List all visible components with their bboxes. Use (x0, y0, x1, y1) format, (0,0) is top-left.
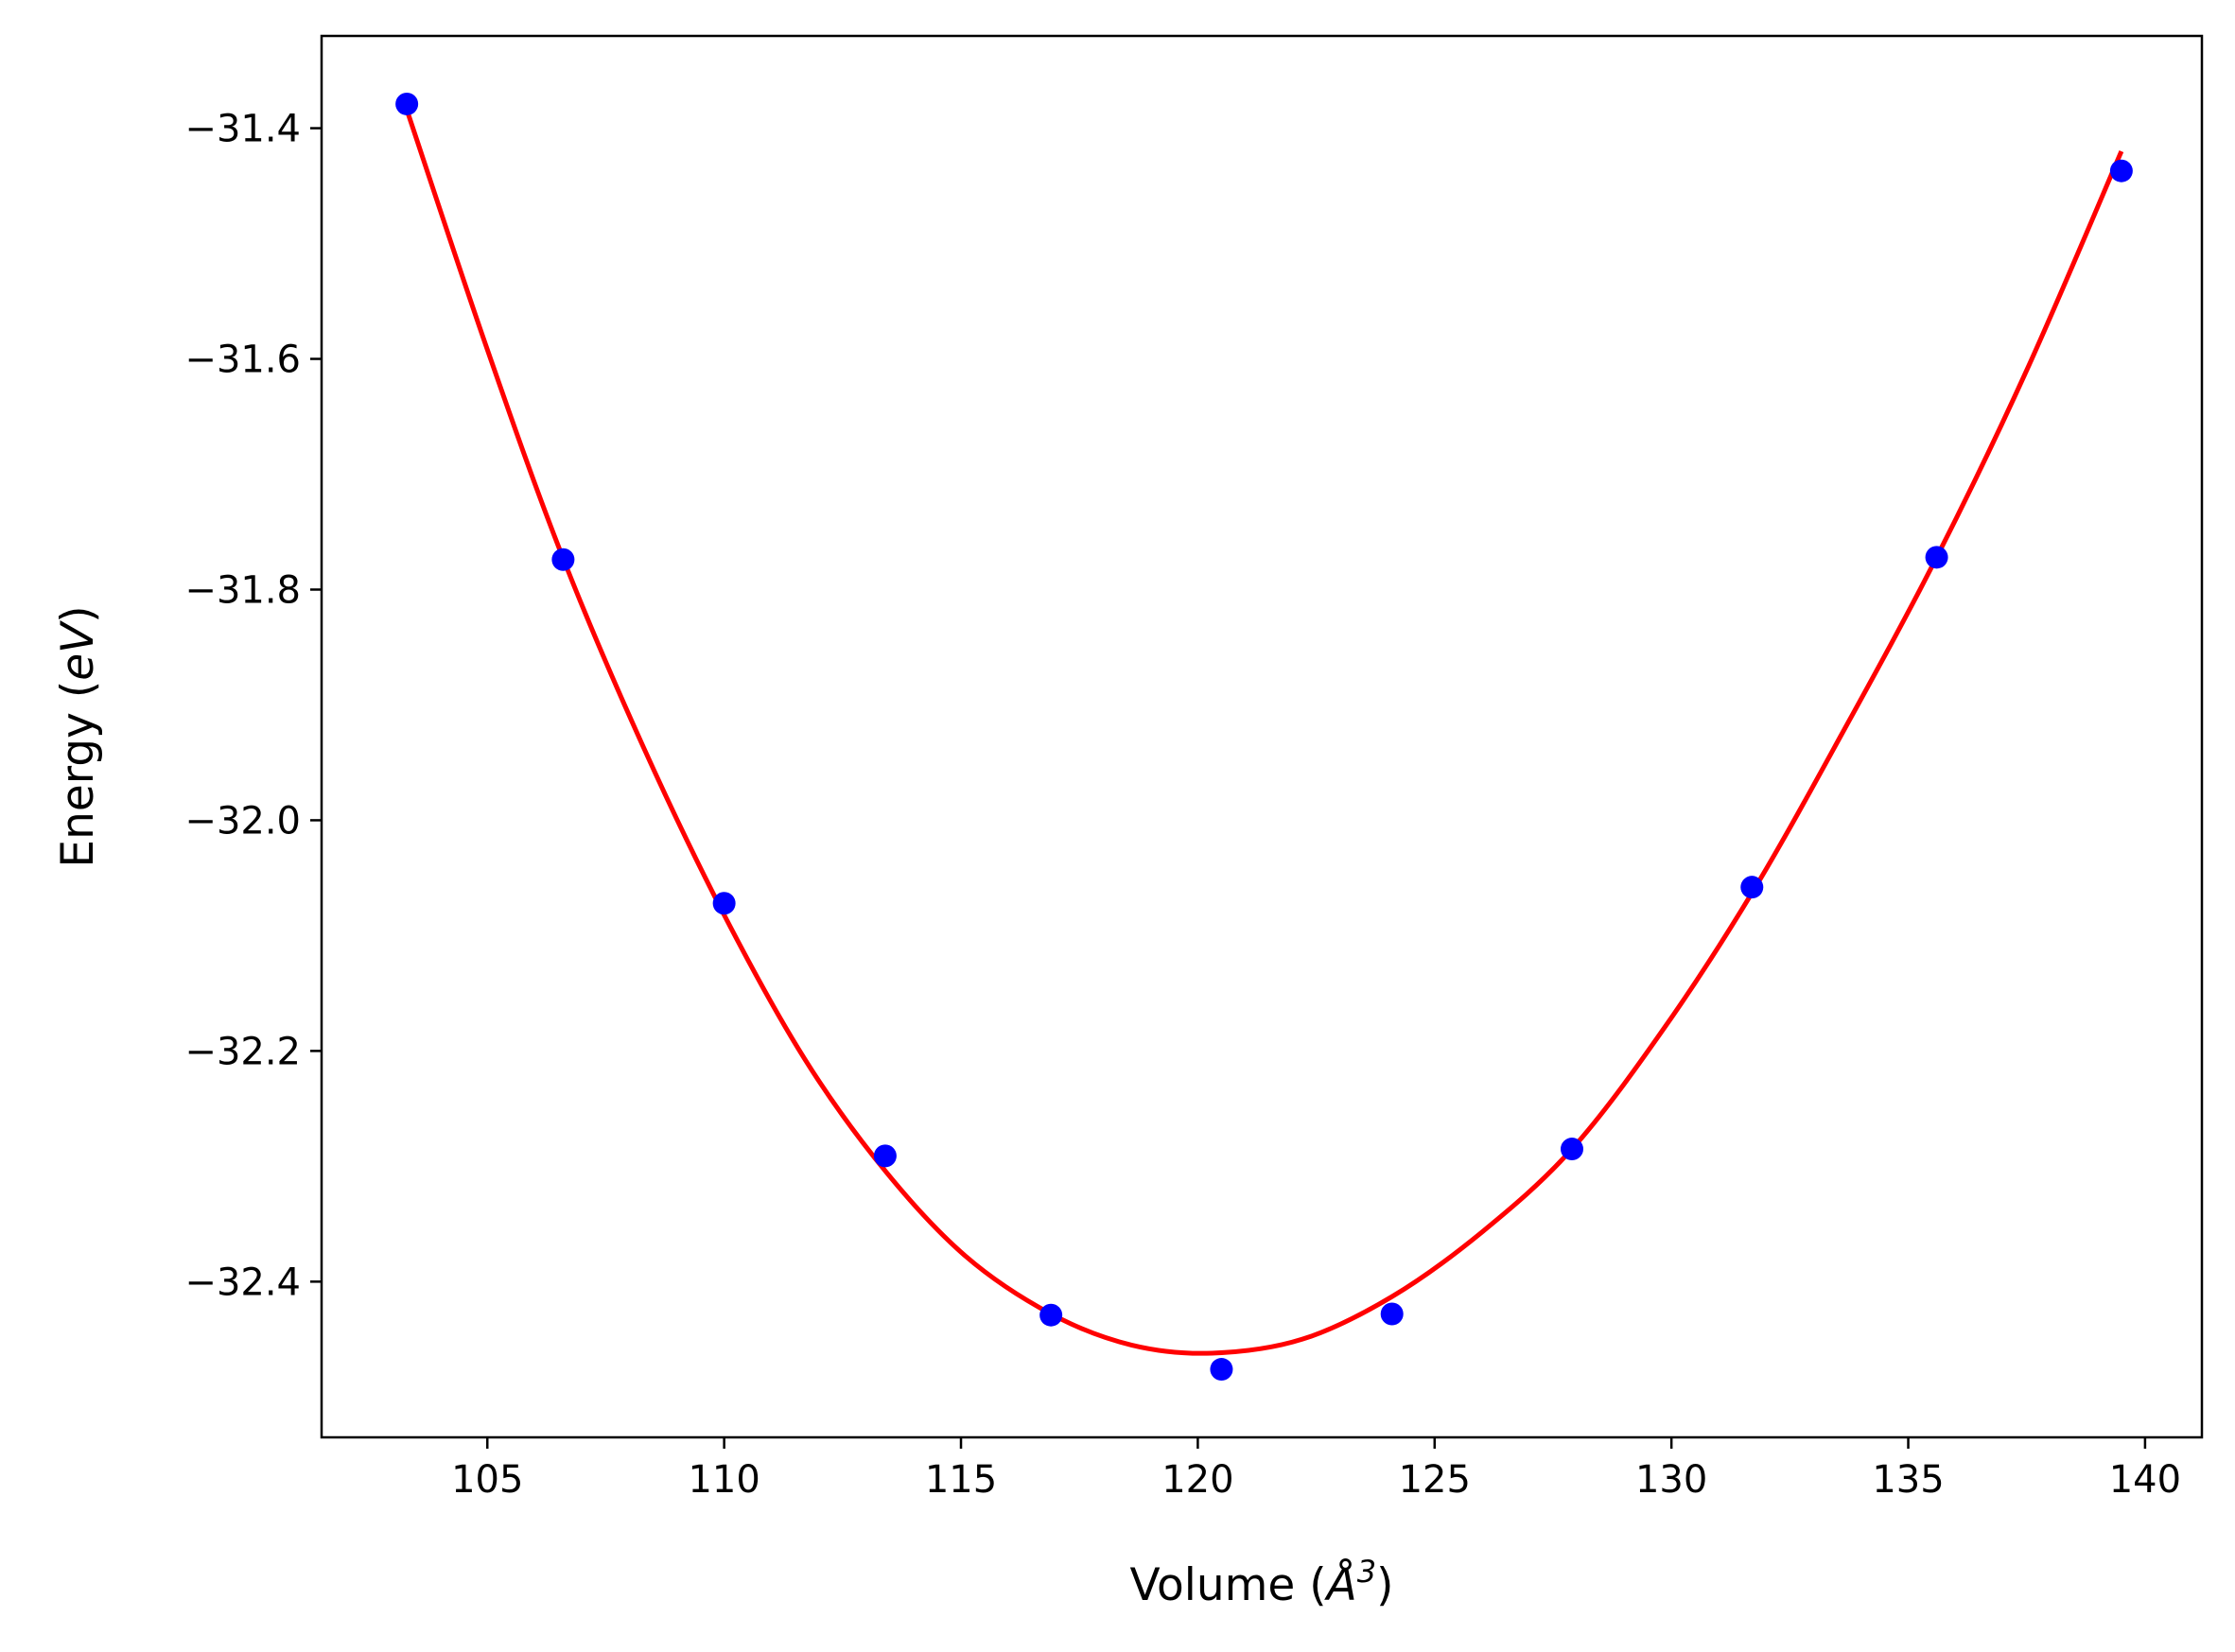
data-point (1380, 1302, 1404, 1326)
data-point (1210, 1358, 1233, 1382)
y-tick-label: −31.6 (184, 339, 301, 382)
data-point (1925, 546, 1948, 569)
data-point (2109, 159, 2133, 183)
x-axis-label-suffix: ) (1376, 1559, 1393, 1611)
x-axis-label-unit-exponent: 3 (1357, 1554, 1376, 1590)
y-tick-label: −31.4 (184, 108, 301, 151)
plot-area (395, 92, 2133, 1382)
data-point (873, 1144, 897, 1168)
x-tick-label: 120 (1161, 1458, 1233, 1502)
x-tick-label: 135 (1872, 1458, 1944, 1502)
y-tick-label: −31.8 (184, 568, 301, 612)
data-point (1560, 1138, 1583, 1161)
x-tick-label: 115 (925, 1458, 997, 1502)
x-tick-label: 105 (451, 1458, 523, 1502)
data-point (1039, 1303, 1063, 1327)
data-point (551, 548, 575, 571)
y-axis-label: Energy (eV) (52, 605, 104, 867)
x-axis-label-unit: Å (1324, 1559, 1357, 1611)
x-tick-label: 140 (2109, 1458, 2181, 1502)
data-point (395, 92, 419, 115)
y-tick-label: −32.0 (184, 799, 301, 843)
x-axis-label-prefix: Volume ( (1130, 1559, 1327, 1611)
x-tick-label: 125 (1399, 1458, 1471, 1502)
y-tick-label: −32.4 (184, 1261, 301, 1304)
y-tick-label: −32.2 (184, 1030, 301, 1073)
fit-curve-line (404, 109, 2124, 1356)
x-tick-label: 130 (1635, 1458, 1707, 1502)
y-axis-label-suffix: ) (52, 605, 104, 622)
axis-ticks: 105 110 115 120 125 130 135 140 −31.4 −31.6 −31.8 −… (184, 108, 2181, 1502)
axes-frame (320, 34, 2204, 1439)
data-point (1740, 876, 1764, 899)
y-axis-label-prefix: Energy ( (52, 681, 104, 868)
y-axis-label-unit: eV (52, 620, 104, 681)
x-axis-label: Volume (Å3) (1130, 1554, 1394, 1611)
x-tick-label: 110 (688, 1458, 760, 1502)
data-point (712, 892, 736, 915)
